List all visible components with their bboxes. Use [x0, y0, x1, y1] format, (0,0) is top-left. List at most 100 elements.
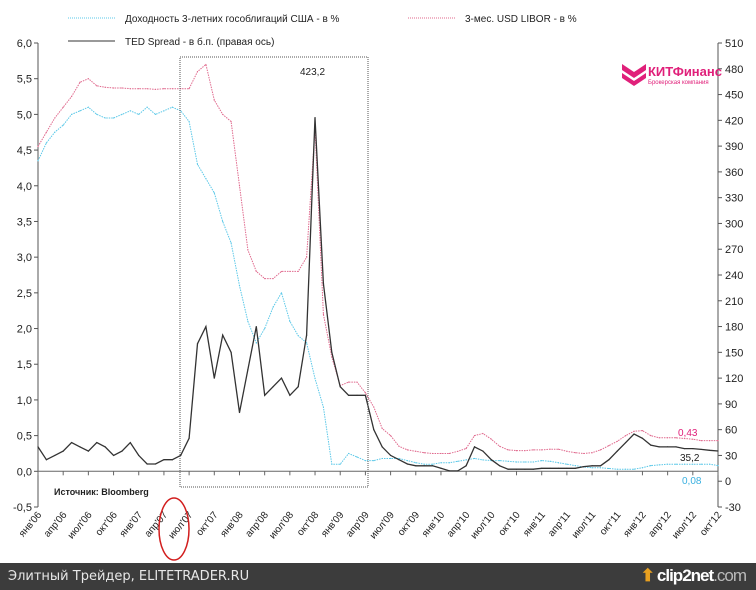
series-0-point: [599, 467, 602, 469]
series-1-point: [171, 88, 173, 90]
series-2-point: [163, 459, 165, 461]
series-2-point: [557, 467, 560, 469]
series-0-point: [87, 106, 89, 108]
series-2-point: [188, 437, 190, 439]
series-0-point: [79, 110, 81, 112]
series-0-point: [591, 467, 593, 469]
series-0-point: [331, 463, 333, 465]
series-1-point: [549, 448, 551, 450]
x-tick-label: янв'12: [621, 510, 649, 540]
right-tick-label: 240: [725, 270, 743, 282]
right-tick-label: 270: [725, 244, 743, 256]
series-1-point: [683, 437, 686, 440]
ted-peak-label: 423,2: [300, 67, 325, 78]
series-2-point: [515, 468, 518, 470]
left-tick-label: 1,5: [17, 359, 32, 371]
left-tick-label: 4,5: [17, 145, 32, 157]
left-tick-label: 0,5: [17, 431, 32, 443]
series-0-point: [188, 120, 190, 123]
series-0-point: [213, 192, 215, 194]
series-0-point: [230, 242, 232, 244]
series-0-point: [196, 163, 199, 165]
series-0-point: [297, 335, 299, 337]
series-2-point: [272, 386, 274, 388]
series-2-point: [297, 386, 299, 388]
series-2-point: [566, 467, 568, 469]
series-2-point: [230, 351, 232, 353]
x-tick-label: июл'07: [167, 510, 196, 542]
series-1-point: [222, 113, 224, 115]
right-tick-label: 30: [725, 450, 737, 462]
series-0-point: [389, 457, 392, 460]
footer-bar: Элитный Трейдер, ELITETRADER.RU ⬆ clip2ne…: [0, 563, 756, 590]
series-0-point: [448, 462, 450, 464]
series-1-point: [490, 438, 492, 440]
series-0-point: [641, 467, 644, 469]
series-2-point: [306, 334, 308, 336]
series-0-point: [524, 461, 526, 463]
series-line-1: [37, 63, 718, 455]
x-tick-label: янв'09: [319, 510, 347, 540]
series-0-point: [431, 463, 434, 465]
left-tick-label: 2,5: [17, 288, 32, 300]
x-tick-label: окт'07: [194, 510, 220, 539]
series-1-point: [373, 406, 375, 408]
series-2-point: [255, 325, 257, 328]
series-1-point: [272, 277, 274, 280]
x-tick-label: янв'10: [420, 510, 448, 540]
right-tick-label: 210: [725, 296, 743, 308]
series-1-point: [532, 449, 534, 451]
series-2-point: [675, 446, 677, 448]
series-1-point: [591, 452, 593, 454]
series-2-point: [264, 394, 266, 396]
series-2-point: [633, 433, 635, 435]
series-0-point: [339, 463, 341, 465]
right-tick-label: 0: [725, 476, 731, 488]
series-1-point: [667, 437, 669, 439]
series-0-point: [96, 113, 98, 115]
series-0-point: [625, 468, 627, 470]
series-1-point: [364, 392, 367, 394]
series-2-point: [138, 454, 140, 457]
series-2-point: [717, 450, 719, 452]
series-1-point: [625, 435, 627, 437]
series-1-point: [406, 449, 408, 451]
x-tick-label: окт'11: [598, 510, 624, 538]
series-0-point: [205, 178, 207, 180]
series-1-point: [154, 88, 157, 90]
series-line-2: [37, 117, 719, 472]
series-2-point: [608, 459, 610, 461]
right-tick-label: 360: [725, 167, 743, 179]
series-1-point: [415, 450, 417, 452]
series-2-point: [700, 448, 702, 451]
series-2-point: [448, 470, 450, 472]
series-2-point: [205, 325, 207, 328]
series-1-point: [482, 432, 484, 435]
series-1-point: [457, 450, 459, 452]
series-1-point: [465, 447, 467, 450]
series-2-point: [465, 465, 467, 467]
series-1-point: [322, 313, 325, 315]
series-2-point: [196, 343, 199, 345]
series-0-point: [675, 463, 677, 465]
x-tick-label: июл'06: [66, 510, 95, 542]
series-1-point: [62, 106, 64, 108]
series-0-point: [709, 463, 711, 465]
series-2-point: [54, 454, 56, 457]
series-2-point: [348, 394, 350, 396]
series-1-point: [717, 440, 719, 442]
series-1-point: [348, 381, 350, 383]
series-0-point: [515, 461, 518, 463]
watermark-domain: .com: [713, 566, 747, 585]
series-2-point: [482, 450, 484, 452]
series-1-point: [650, 435, 652, 437]
series-1-point: [541, 449, 543, 451]
left-tick-label: 6,0: [17, 38, 32, 50]
series-0-point: [482, 459, 484, 461]
series-1-point: [381, 427, 383, 430]
series-line-0: [37, 106, 719, 470]
series-2-point: [541, 467, 543, 469]
x-tick-label: июл'12: [670, 510, 699, 542]
series-1-point: [146, 88, 148, 90]
series-2-point: [524, 468, 526, 470]
